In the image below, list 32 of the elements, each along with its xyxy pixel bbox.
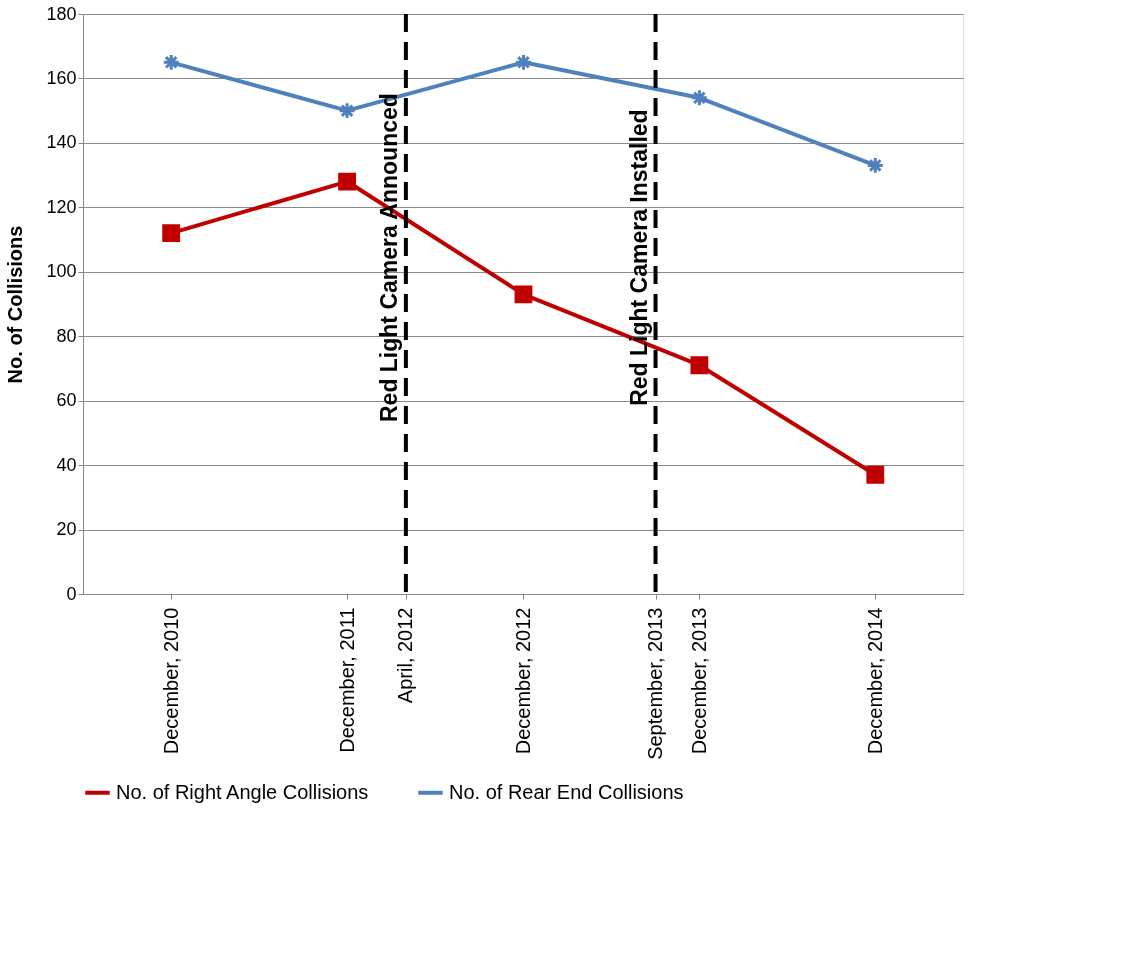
point: [866, 465, 885, 484]
x-tick-label: December, 2014: [863, 607, 886, 755]
y-tick-label: 140: [46, 132, 77, 153]
y-tick-label: 20: [56, 519, 77, 540]
y-tick-label: 80: [56, 325, 77, 346]
y-tick-label: 160: [46, 67, 77, 88]
y-tick-label: 180: [46, 3, 77, 24]
y-tick-label: 120: [46, 196, 77, 217]
ref-line-label: Red Light Camera Announced: [375, 93, 402, 423]
y-axis-title: No. of Collisions: [4, 225, 27, 384]
legend-label: No. of Rear End Collisions: [449, 780, 684, 803]
ref-line-label: Red Light Camera Installed: [625, 109, 652, 406]
y-tick-label: 40: [56, 454, 77, 475]
point: [162, 53, 181, 72]
point: [514, 53, 533, 72]
y-tick-label: 60: [56, 390, 77, 411]
x-tick-label: April, 2012: [394, 607, 417, 704]
point: [866, 156, 885, 175]
point: [690, 356, 709, 375]
point: [162, 224, 181, 243]
legend-label: No. of Right Angle Collisions: [116, 780, 369, 803]
x-tick-label: September, 2013: [644, 607, 667, 760]
y-tick-label: 0: [66, 583, 77, 604]
point: [338, 172, 357, 191]
point: [690, 88, 709, 107]
x-tick-label: December, 2011: [335, 607, 358, 753]
x-tick-label: December, 2012: [511, 607, 534, 755]
point: [338, 101, 357, 120]
point: [514, 285, 533, 304]
y-tick-label: 100: [46, 261, 77, 282]
x-tick-label: December, 2010: [159, 607, 182, 755]
x-tick-label: December, 2013: [687, 607, 710, 755]
